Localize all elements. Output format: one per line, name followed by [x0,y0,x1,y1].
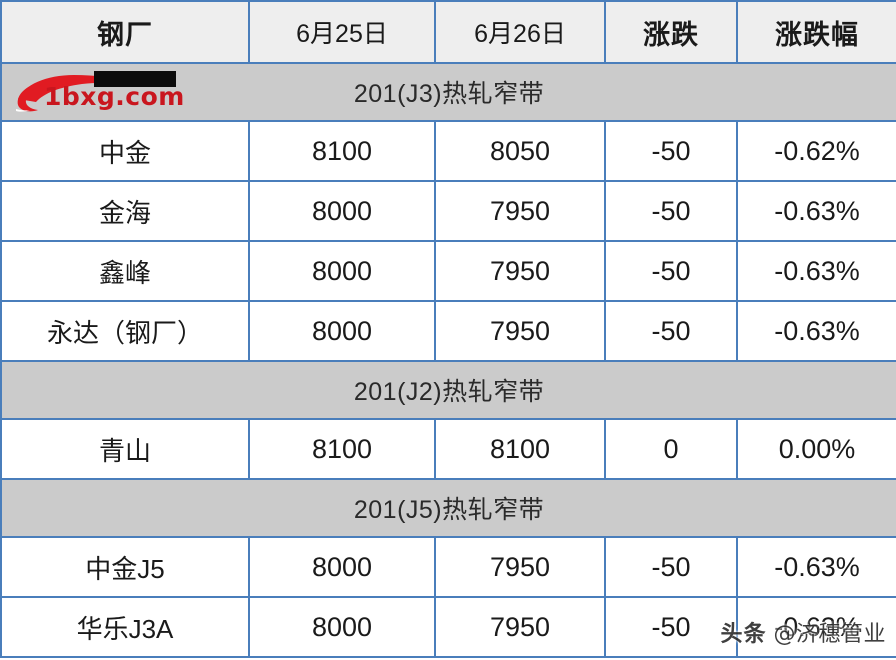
table-header: 钢厂 6月25日 6月26日 涨跌 涨跌幅 [0,0,896,64]
cell-pct: -0.63% [736,596,896,658]
cell-d1: 8000 [248,596,436,658]
cell-d2: 8100 [434,418,606,480]
cell-pct: 0.00% [736,418,896,480]
column-header-mill: 钢厂 [0,0,250,64]
logo-swoosh-icon: 1bxg.com [16,75,185,112]
cell-d2: 7950 [434,180,606,242]
section-title: 201(J2)热轧窄带 [0,360,896,420]
cell-pct: -0.62% [736,120,896,182]
cell-chg: -50 [604,180,738,242]
cell-mill: 中金J5 [0,536,250,598]
table-row: 金海 8000 7950 -50 -0.63% [0,180,896,242]
cell-chg: -50 [604,240,738,302]
cell-pct: -0.63% [736,536,896,598]
cell-d2: 7950 [434,536,606,598]
cell-chg: -50 [604,596,738,658]
section-header-row: 201(J3)热轧窄带 1bxg.com [0,62,896,122]
cell-chg: -50 [604,536,738,598]
section-title: 201(J5)热轧窄带 [0,478,896,538]
cell-pct: -0.63% [736,180,896,242]
cell-chg: 0 [604,418,738,480]
cell-chg: -50 [604,120,738,182]
site-logo: 1bxg.com [8,69,188,115]
column-header-change: 涨跌 [604,0,738,64]
table-row: 鑫峰 8000 7950 -50 -0.63% [0,240,896,302]
cell-mill: 华乐J3A [0,596,250,658]
cell-chg: -50 [604,300,738,362]
logo-redaction-bar [94,71,176,87]
cell-mill: 中金 [0,120,250,182]
cell-mill: 鑫峰 [0,240,250,302]
header-row: 钢厂 6月25日 6月26日 涨跌 涨跌幅 [0,0,896,64]
cell-d1: 8000 [248,536,436,598]
table-row: 中金 8100 8050 -50 -0.62% [0,120,896,182]
table-row: 中金J5 8000 7950 -50 -0.63% [0,536,896,598]
cell-d1: 8000 [248,240,436,302]
cell-mill: 青山 [0,418,250,480]
cell-d1: 8100 [248,120,436,182]
cell-d1: 8100 [248,418,436,480]
table-row: 华乐J3A 8000 7950 -50 -0.63% [0,596,896,658]
section-header-row: 201(J2)热轧窄带 [0,360,896,420]
column-header-date-2: 6月26日 [434,0,606,64]
cell-mill: 金海 [0,180,250,242]
table-row: 青山 8100 8100 0 0.00% [0,418,896,480]
table-row: 永达（钢厂） 8000 7950 -50 -0.63% [0,300,896,362]
column-header-date-1: 6月25日 [248,0,436,64]
cell-d1: 8000 [248,300,436,362]
cell-pct: -0.63% [736,240,896,302]
section-header-row: 201(J5)热轧窄带 [0,478,896,538]
section-title: 201(J3)热轧窄带 1bxg.com [0,62,896,122]
svg-text:1bxg.com: 1bxg.com [44,82,185,111]
cell-mill: 永达（钢厂） [0,300,250,362]
cell-d2: 7950 [434,596,606,658]
cell-d1: 8000 [248,180,436,242]
cell-pct: -0.63% [736,300,896,362]
cell-d2: 7950 [434,300,606,362]
table-body: 201(J3)热轧窄带 1bxg.com 中金 8100 8050 -50 -0.62% 金海… [0,62,896,658]
cell-d2: 8050 [434,120,606,182]
column-header-percent: 涨跌幅 [736,0,896,64]
cell-d2: 7950 [434,240,606,302]
